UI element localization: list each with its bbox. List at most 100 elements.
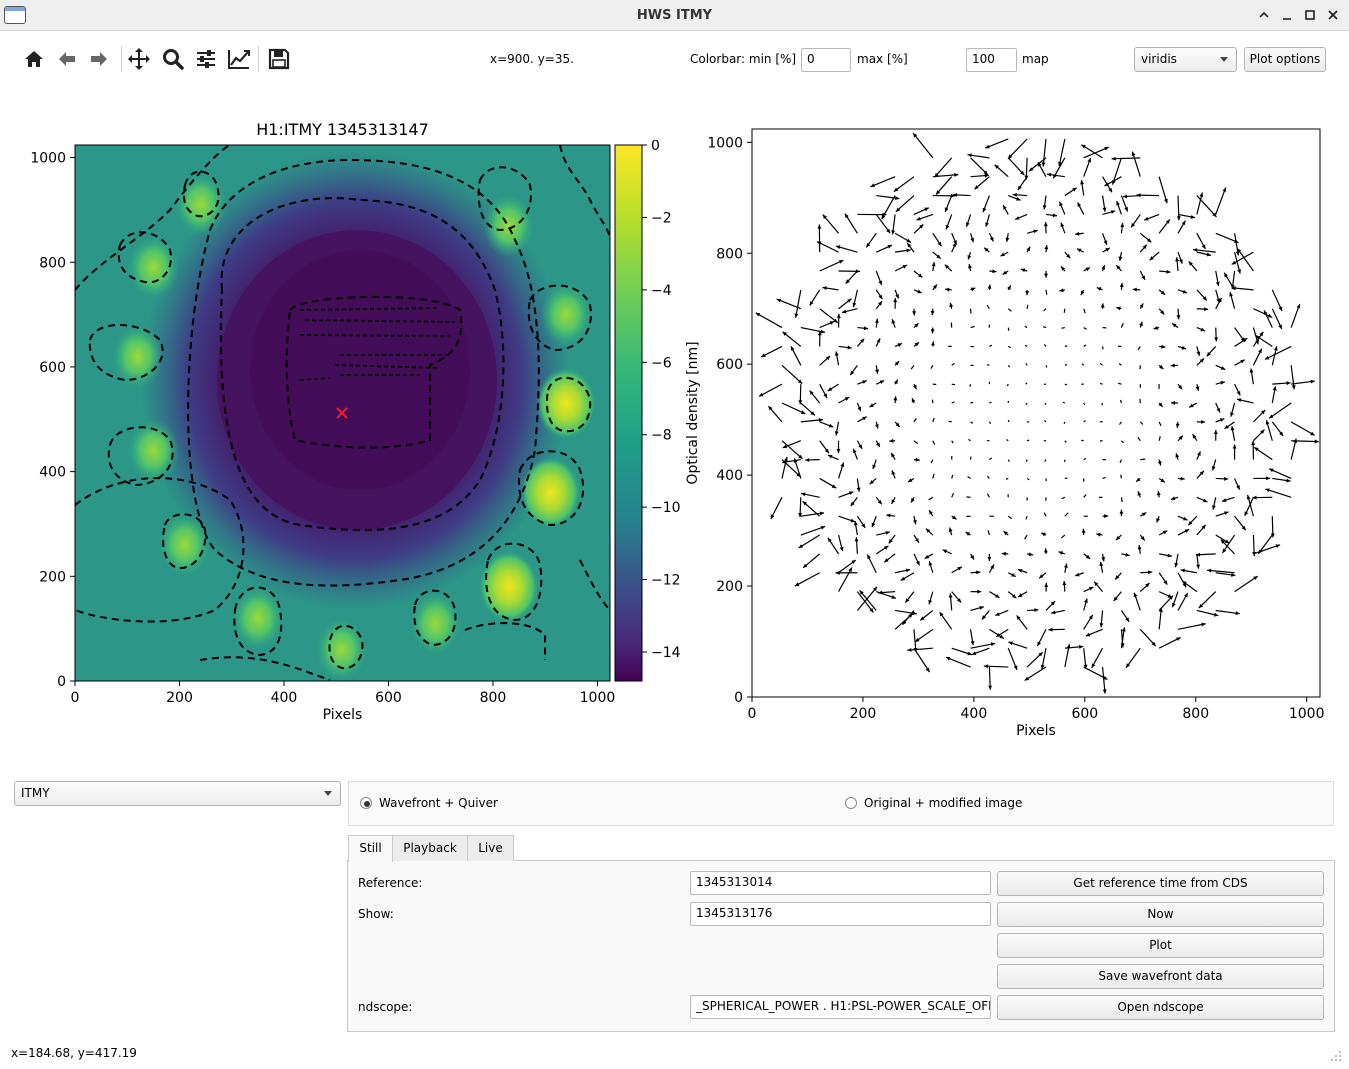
quiver-arrowhead — [1201, 622, 1206, 627]
show-input[interactable]: 1345313176 — [690, 902, 991, 926]
quiver-arrow — [838, 567, 853, 592]
quiver-arrow — [1137, 436, 1141, 442]
quiver-arrowhead — [1075, 572, 1080, 577]
quiver-arrow — [794, 572, 820, 587]
quiver-arrow — [932, 174, 959, 178]
colorbar-min-input[interactable]: 0 — [801, 48, 851, 72]
x-tick-label: 200 — [166, 690, 193, 706]
quiver-arrow — [1118, 421, 1122, 425]
get-reference-time-button[interactable]: Get reference time from CDS — [997, 871, 1324, 896]
quiver-arrowhead — [862, 416, 867, 421]
quiver-arrowhead — [1175, 423, 1180, 428]
quiver-arrow — [1196, 195, 1217, 218]
forward-arrow-icon[interactable] — [84, 44, 114, 74]
quiver-arrowhead — [862, 380, 867, 384]
radio-original-modified[interactable] — [845, 797, 857, 809]
quiver-arrowhead — [1080, 290, 1085, 296]
quiver-arrow — [1158, 176, 1168, 204]
quiver-arrowhead — [761, 353, 766, 357]
radio-wavefront-quiver[interactable] — [360, 797, 372, 809]
radio-original-modified-label[interactable]: Original + modified image — [864, 796, 1023, 810]
tab-playback[interactable]: Playback — [392, 835, 468, 861]
reference-input[interactable]: 1345313014 — [690, 871, 991, 895]
save-icon[interactable] — [264, 44, 294, 74]
quiver-arrowhead — [1132, 287, 1137, 292]
quiver-arrowhead — [856, 487, 861, 492]
quiver-arrowhead — [1039, 574, 1044, 579]
quiver-arrow — [1081, 144, 1103, 159]
quiver-arrowhead — [1016, 197, 1021, 201]
tab-still[interactable]: Still — [348, 835, 393, 862]
maximize-icon[interactable] — [1299, 4, 1321, 26]
pan-icon[interactable] — [124, 44, 154, 74]
quiver-arrowhead — [1125, 552, 1130, 557]
now-button[interactable]: Now — [997, 902, 1324, 927]
configure-subplots-icon[interactable] — [191, 44, 221, 74]
plot-options-button[interactable]: Plot options — [1244, 47, 1326, 72]
radio-wavefront-quiver-label[interactable]: Wavefront + Quiver — [379, 796, 498, 810]
back-arrow-icon[interactable] — [52, 44, 82, 74]
quiver-arrowhead — [983, 664, 988, 669]
colorbar-tick-label: −8 — [651, 428, 672, 444]
quiver-arrow — [1083, 494, 1087, 498]
quiver-arrow — [986, 304, 990, 310]
open-ndscope-button[interactable]: Open ndscope — [997, 995, 1324, 1020]
tab-live[interactable]: Live — [467, 835, 514, 861]
plot-options-label: Plot options — [1249, 52, 1321, 66]
quiver-arrowhead — [1230, 426, 1235, 431]
quiver-arrowhead — [847, 298, 852, 303]
edit-axis-icon[interactable] — [224, 44, 254, 74]
quiver-arrowhead — [842, 309, 847, 314]
quiver-arrowhead — [928, 599, 933, 605]
colorbar-max-input[interactable]: 100 — [966, 48, 1017, 72]
quiver-arrowhead — [859, 590, 864, 595]
save-wavefront-data-button[interactable]: Save wavefront data — [997, 964, 1324, 989]
left-plot-svg[interactable]: 0 −2 −4 −6 −8 −10 −12 −14 0 200 400 600 800 1000 0 20… — [0, 140, 720, 740]
show-label: Show: — [358, 907, 394, 921]
optic-select[interactable]: ITMY — [14, 781, 341, 806]
quiver-arrowhead — [1207, 568, 1212, 573]
quiver-arrow — [1007, 138, 1028, 160]
quiver-arrowhead — [906, 248, 911, 253]
quiver-arrow — [1120, 440, 1124, 444]
quiver-arrowhead — [1266, 476, 1271, 481]
quiver-arrow — [856, 591, 874, 613]
quiver-arrow — [1120, 323, 1124, 328]
heatmap-blob — [127, 418, 180, 483]
minimize-icon[interactable] — [1276, 4, 1298, 26]
ndscope-input[interactable]: _SPHERICAL_POWER . H1:PSL-POWER_SCALE_OF… — [690, 995, 991, 1019]
quiver-arrowhead — [885, 530, 890, 535]
quiver-arrowhead — [1111, 180, 1116, 185]
quiver-arrowhead — [930, 310, 935, 316]
quiver-arrowhead — [1216, 407, 1221, 413]
quiver-arrowhead — [794, 582, 800, 587]
quiver-arrowhead — [827, 387, 833, 391]
quiver-arrowhead — [860, 338, 865, 343]
quiver-arrow — [910, 364, 915, 370]
quiver-arrowhead — [758, 392, 764, 397]
resize-grip-icon[interactable] — [1330, 1050, 1342, 1062]
close-icon[interactable] — [1322, 4, 1344, 26]
quiver-arrowhead — [945, 287, 950, 292]
zoom-icon[interactable] — [158, 44, 188, 74]
quiver-arrowhead — [1052, 213, 1058, 218]
colormap-select[interactable]: viridis — [1134, 47, 1237, 72]
quiver-arrow — [1043, 512, 1047, 517]
quiver-arrowhead — [1101, 265, 1106, 270]
quiver-arrow — [1007, 459, 1010, 462]
quiver-arrowhead — [1012, 192, 1017, 197]
quiver-arrowhead — [990, 642, 996, 647]
home-icon[interactable] — [19, 44, 49, 74]
plot-button[interactable]: Plot — [997, 933, 1324, 958]
quiver-arrowhead — [802, 501, 807, 506]
quiver-arrowhead — [905, 598, 910, 603]
quiver-arrowhead — [1142, 244, 1147, 250]
quiver-arrow — [932, 473, 935, 479]
right-plot-svg[interactable]: 0 200 400 600 800 1000 0 200 400 600 800 1000 — [700, 120, 1340, 720]
view-mode-group — [348, 781, 1334, 826]
quiver-arrowhead — [839, 546, 844, 552]
quiver-arrowhead — [891, 452, 895, 458]
quiver-arrowhead — [1131, 223, 1136, 228]
quiver-arrow — [1042, 326, 1047, 329]
chevron-up-icon[interactable] — [1253, 4, 1275, 26]
